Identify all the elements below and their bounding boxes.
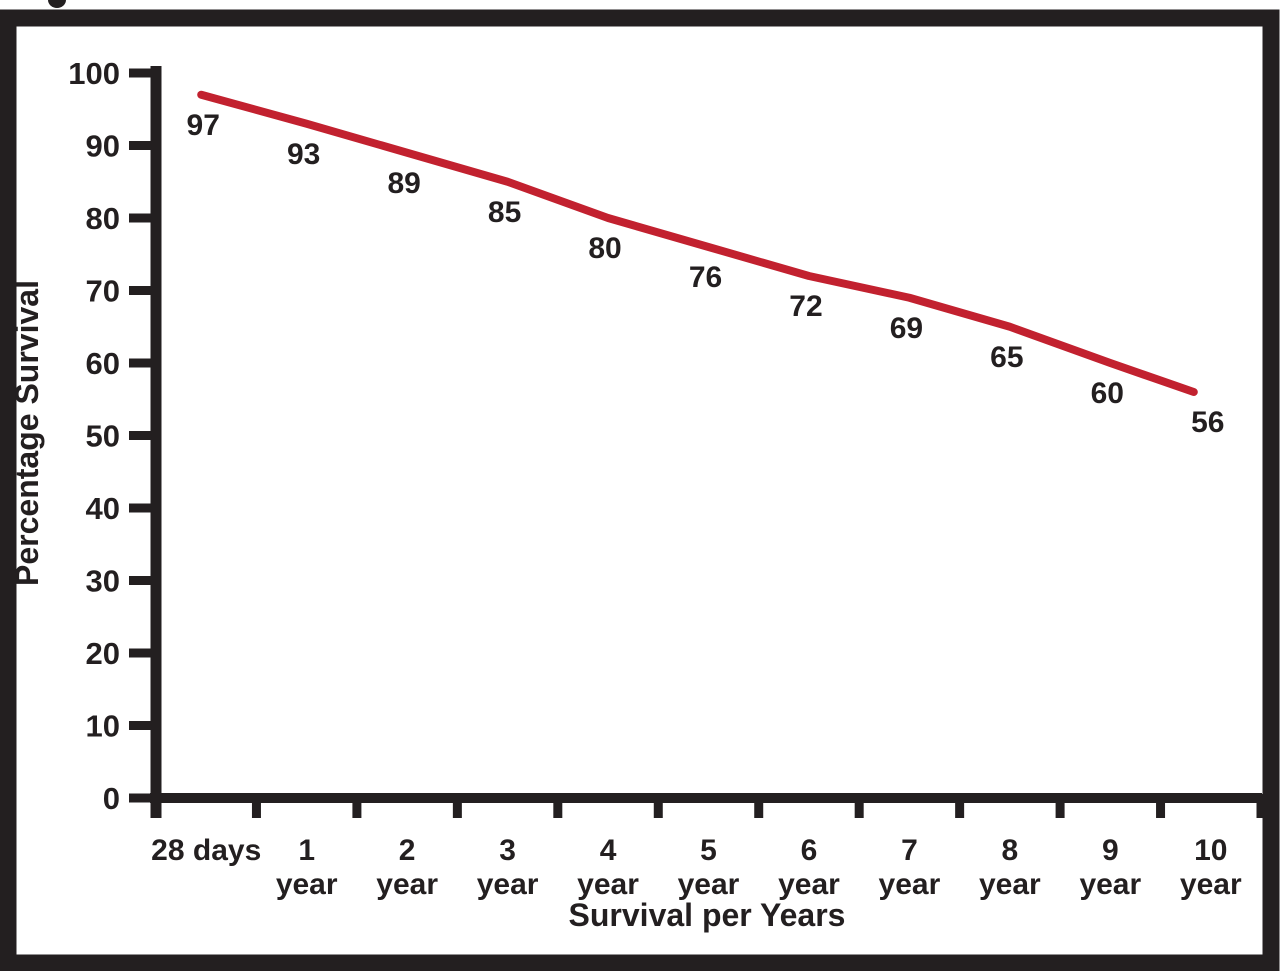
x-category-label: 7 <box>901 834 918 867</box>
data-point-label: 97 <box>187 109 220 142</box>
x-category-label: 3 <box>499 834 516 867</box>
x-category-label: 28 days <box>151 834 261 867</box>
x-category-label: year <box>276 868 338 901</box>
figure-frame <box>0 9 1280 972</box>
y-axis: 0 10 20 30 40 50 60 70 80 90 100 <box>68 56 161 816</box>
x-category-label: year <box>1079 868 1141 901</box>
y-tick-label: 40 <box>86 491 120 526</box>
x-category-label: year <box>778 868 840 901</box>
data-point-labels: 97 93 89 85 80 76 72 69 65 60 56 <box>187 109 1225 439</box>
x-category-label: 1 <box>298 834 315 867</box>
x-category-label: year <box>376 868 438 901</box>
data-point-label: 80 <box>588 232 621 265</box>
y-tick-label: 100 <box>68 56 120 91</box>
x-axis-title: Survival per Years <box>569 897 846 933</box>
data-point-label: 76 <box>689 261 722 294</box>
data-point-label: 72 <box>789 290 822 323</box>
x-category-label: 6 <box>801 834 818 867</box>
data-point-label: 85 <box>488 196 521 229</box>
x-category-label: year <box>477 868 539 901</box>
y-axis-title: Percentage Survival <box>9 280 45 586</box>
x-category-label: 10 <box>1194 834 1227 867</box>
x-category-label: year <box>577 868 639 901</box>
x-category-label: year <box>1180 868 1242 901</box>
axis-spines <box>150 66 1262 818</box>
x-category-label: year <box>979 868 1041 901</box>
data-point-label: 60 <box>1091 377 1124 410</box>
x-category-label: 4 <box>600 834 617 867</box>
x-category-label: 8 <box>1002 834 1019 867</box>
y-tick-label: 80 <box>86 201 120 236</box>
y-tick-label: 60 <box>86 346 120 381</box>
x-category-label: year <box>678 868 740 901</box>
x-category-label: 9 <box>1102 834 1119 867</box>
data-point-label: 65 <box>990 341 1023 374</box>
y-tick-label: 20 <box>86 636 120 671</box>
x-category-label: year <box>879 868 941 901</box>
y-tick-label: 30 <box>86 564 120 599</box>
data-point-label: 93 <box>287 138 320 171</box>
x-category-label: 5 <box>700 834 717 867</box>
y-tick-label: 70 <box>86 274 120 309</box>
x-category-label: 2 <box>399 834 416 867</box>
cropped-text-fragment <box>48 0 66 8</box>
survival-curve-line <box>197 90 1198 396</box>
y-tick-label: 90 <box>86 129 120 164</box>
data-point-label: 89 <box>387 167 420 200</box>
y-tick-label: 10 <box>86 709 120 744</box>
data-point-label: 69 <box>890 312 923 345</box>
data-point-label: 56 <box>1191 406 1224 439</box>
y-tick-label: 0 <box>103 781 120 816</box>
y-tick-label: 50 <box>86 419 120 454</box>
